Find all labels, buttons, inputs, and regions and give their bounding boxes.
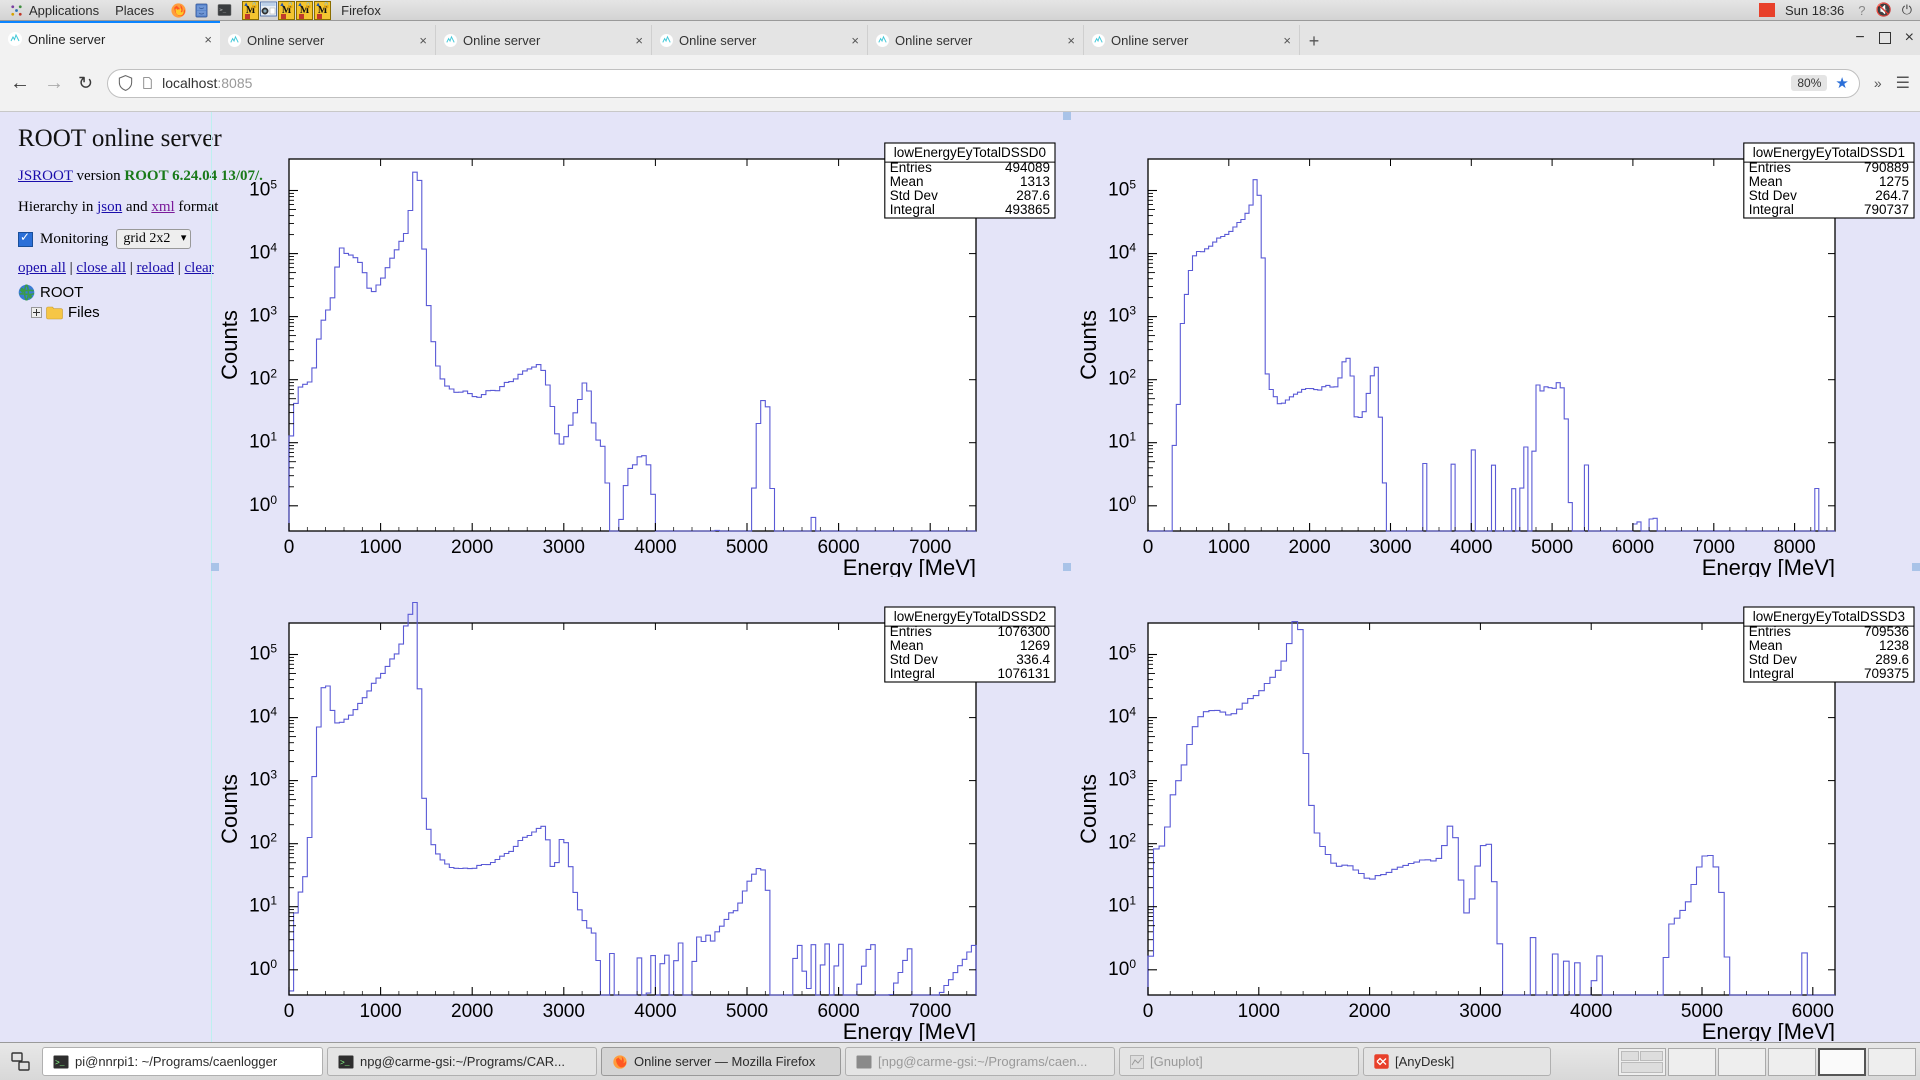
svg-text:Energy [MeV]: Energy [MeV] — [1702, 1019, 1835, 1041]
svg-text:101: 101 — [1108, 430, 1136, 453]
svg-text:102: 102 — [1108, 367, 1136, 390]
svg-text:2000: 2000 — [1288, 537, 1330, 558]
svg-text:4000: 4000 — [1450, 537, 1492, 558]
svg-text:101: 101 — [249, 430, 277, 453]
svg-text:Std Dev: Std Dev — [1749, 652, 1797, 667]
svg-text:105: 105 — [249, 642, 277, 665]
svg-text:1000: 1000 — [359, 537, 401, 558]
svg-text:Entries: Entries — [890, 624, 932, 639]
svg-text:Energy [MeV]: Energy [MeV] — [843, 1019, 976, 1041]
svg-text:103: 103 — [249, 768, 277, 791]
svg-text:105: 105 — [249, 178, 277, 201]
svg-text:1076131: 1076131 — [997, 666, 1050, 681]
svg-text:287.6: 287.6 — [1016, 188, 1050, 203]
svg-text:1269: 1269 — [1020, 638, 1050, 653]
svg-text:105: 105 — [1108, 642, 1136, 665]
svg-text:100: 100 — [249, 493, 277, 516]
svg-text:Mean: Mean — [1749, 174, 1783, 189]
svg-text:Integral: Integral — [890, 202, 935, 217]
svg-text:>_: >_ — [219, 7, 226, 13]
svg-text:5000: 5000 — [726, 537, 768, 558]
svg-text:102: 102 — [249, 831, 277, 854]
svg-text:105: 105 — [1108, 178, 1136, 201]
svg-text:4000: 4000 — [634, 1001, 676, 1022]
svg-text:5000: 5000 — [1531, 537, 1573, 558]
svg-text:4000: 4000 — [634, 537, 676, 558]
svg-text:lowEnergyEyTotalDSSD3: lowEnergyEyTotalDSSD3 — [1753, 609, 1905, 624]
svg-text:3000: 3000 — [1459, 1001, 1501, 1022]
svg-text:103: 103 — [1108, 768, 1136, 791]
svg-text:1313: 1313 — [1020, 174, 1050, 189]
svg-text:6000: 6000 — [1612, 537, 1654, 558]
svg-text:100: 100 — [1108, 957, 1136, 980]
svg-text:104: 104 — [249, 705, 277, 728]
svg-text:102: 102 — [1108, 831, 1136, 854]
svg-text:Mean: Mean — [890, 174, 924, 189]
svg-text:2000: 2000 — [1348, 1001, 1390, 1022]
svg-text:Std Dev: Std Dev — [890, 652, 938, 667]
svg-text:Counts: Counts — [217, 774, 242, 844]
svg-text:lowEnergyEyTotalDSSD0: lowEnergyEyTotalDSSD0 — [894, 145, 1046, 160]
svg-text:Counts: Counts — [1076, 774, 1101, 844]
svg-text:101: 101 — [1108, 894, 1136, 917]
svg-text:Mean: Mean — [1749, 638, 1783, 653]
svg-text:709536: 709536 — [1864, 624, 1909, 639]
svg-text:2000: 2000 — [451, 537, 493, 558]
svg-text:709375: 709375 — [1864, 666, 1909, 681]
svg-text:Std Dev: Std Dev — [1749, 188, 1797, 203]
svg-text:Integral: Integral — [890, 666, 935, 681]
svg-text:102: 102 — [249, 367, 277, 390]
svg-text:>_: >_ — [55, 1059, 65, 1068]
svg-text:790889: 790889 — [1864, 160, 1909, 175]
svg-text:>_: >_ — [340, 1059, 350, 1068]
svg-text:4000: 4000 — [1570, 1001, 1612, 1022]
svg-text:lowEnergyEyTotalDSSD2: lowEnergyEyTotalDSSD2 — [894, 609, 1046, 624]
svg-text:289.6: 289.6 — [1875, 652, 1909, 667]
svg-text:5000: 5000 — [726, 1001, 768, 1022]
svg-text:1076300: 1076300 — [997, 624, 1050, 639]
svg-text:Entries: Entries — [1749, 160, 1791, 175]
svg-text:Integral: Integral — [1749, 202, 1794, 217]
svg-text:Entries: Entries — [1749, 624, 1791, 639]
svg-text:104: 104 — [1108, 705, 1136, 728]
svg-text:Mean: Mean — [890, 638, 924, 653]
svg-text:0: 0 — [1143, 537, 1154, 558]
svg-text:103: 103 — [249, 304, 277, 327]
svg-text:0: 0 — [1143, 1001, 1154, 1022]
svg-text:Counts: Counts — [217, 310, 242, 380]
svg-text:3000: 3000 — [543, 537, 585, 558]
svg-text:0: 0 — [284, 537, 295, 558]
svg-text:103: 103 — [1108, 304, 1136, 327]
svg-text:100: 100 — [1108, 493, 1136, 516]
svg-text:Entries: Entries — [890, 160, 932, 175]
svg-text:104: 104 — [249, 241, 277, 264]
svg-text:1000: 1000 — [1208, 537, 1250, 558]
svg-text:Std Dev: Std Dev — [890, 188, 938, 203]
svg-text:336.4: 336.4 — [1016, 652, 1050, 667]
svg-text:1238: 1238 — [1879, 638, 1909, 653]
svg-text:Counts: Counts — [1076, 310, 1101, 380]
svg-text:790737: 790737 — [1864, 202, 1909, 217]
svg-text:264.7: 264.7 — [1875, 188, 1909, 203]
svg-text:Integral: Integral — [1749, 666, 1794, 681]
svg-text:494089: 494089 — [1005, 160, 1050, 175]
svg-text:104: 104 — [1108, 241, 1136, 264]
svg-text:3000: 3000 — [543, 1001, 585, 1022]
svg-text:493865: 493865 — [1005, 202, 1050, 217]
svg-text:2000: 2000 — [451, 1001, 493, 1022]
svg-text:1000: 1000 — [1238, 1001, 1280, 1022]
svg-text:100: 100 — [249, 957, 277, 980]
svg-text:3000: 3000 — [1369, 537, 1411, 558]
svg-text:lowEnergyEyTotalDSSD1: lowEnergyEyTotalDSSD1 — [1753, 145, 1905, 160]
svg-text:1000: 1000 — [359, 1001, 401, 1022]
svg-text:101: 101 — [249, 894, 277, 917]
svg-text:0: 0 — [284, 1001, 295, 1022]
svg-text:1275: 1275 — [1879, 174, 1909, 189]
